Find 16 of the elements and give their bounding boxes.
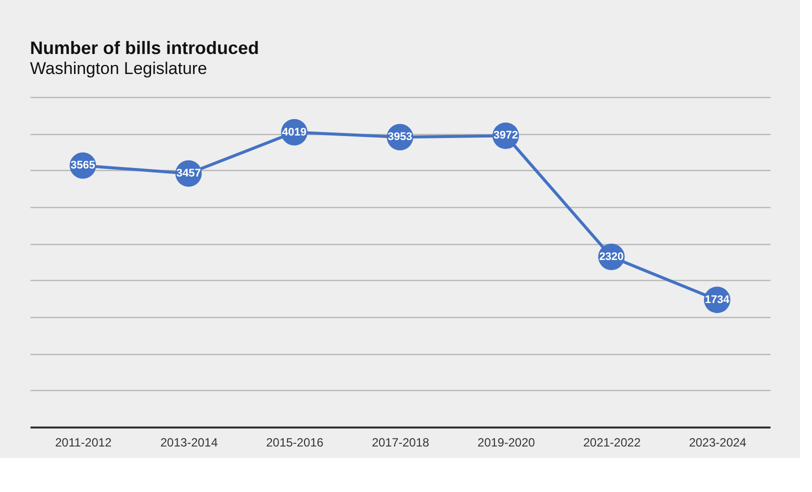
x-tick-label: 2021-2022 bbox=[583, 436, 641, 450]
data-label: 1734 bbox=[704, 294, 730, 306]
data-label: 3972 bbox=[493, 130, 518, 142]
x-tick-label: 2017-2018 bbox=[372, 436, 430, 450]
data-label: 2320 bbox=[599, 250, 624, 263]
chart-subtitle: Washington Legislature bbox=[30, 59, 208, 78]
data-label: 3953 bbox=[388, 131, 412, 144]
x-tick-label: 2011-2012 bbox=[55, 436, 112, 450]
x-tick-label: 2023-2024 bbox=[688, 436, 747, 450]
data-label: 4019 bbox=[282, 126, 307, 138]
data-label: 3457 bbox=[176, 167, 201, 180]
chart-title: Number of bills introduced bbox=[30, 38, 260, 58]
x-tick-label: 2019-2020 bbox=[478, 436, 536, 450]
x-tick-label: 2015-2016 bbox=[266, 436, 324, 450]
x-tick-label: 2013-2014 bbox=[160, 436, 218, 450]
data-label: 3565 bbox=[70, 160, 96, 172]
